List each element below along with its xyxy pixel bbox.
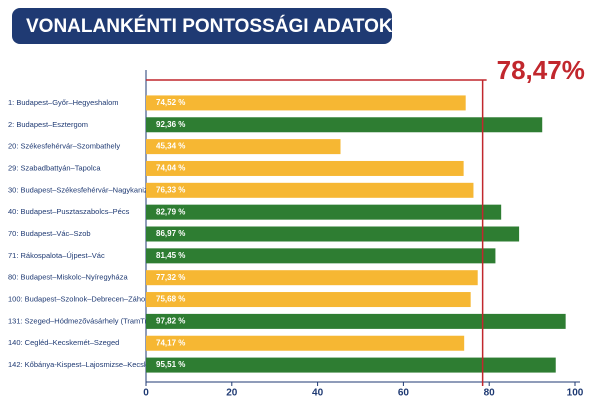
- bar: [146, 270, 478, 286]
- y-tick-label: 100: Budapest–Szolnok–Debrecen–Záhony: [8, 295, 153, 304]
- bar: [146, 160, 464, 176]
- x-tick-label: 20: [226, 388, 238, 399]
- bar: [146, 204, 502, 220]
- bar: [146, 139, 341, 155]
- y-tick-label: 80: Budapest–Miskolc–Nyíregyháza: [8, 273, 128, 282]
- data-label: 75,68 %: [156, 295, 185, 304]
- title-box: [12, 8, 392, 44]
- data-label: 97,82 %: [156, 316, 185, 325]
- x-tick-label: 80: [484, 388, 496, 399]
- y-tick-label: 140: Cegléd–Kecskemét–Szeged: [8, 338, 119, 347]
- data-label: 74,04 %: [156, 164, 185, 173]
- y-tick-label: 2: Budapest–Esztergom: [8, 120, 88, 129]
- data-label: 74,52 %: [156, 98, 185, 107]
- y-tick-label: 1: Budapest–Győr–Hegyeshalom: [8, 98, 118, 107]
- reference-label: 78,47%: [497, 55, 585, 85]
- bar: [146, 117, 543, 133]
- data-label: 76,33 %: [156, 185, 185, 194]
- data-label: 95,51 %: [156, 360, 185, 369]
- x-tick-label: 60: [398, 388, 410, 399]
- data-label: 82,79 %: [156, 207, 185, 216]
- y-tick-label: 20: Székesfehérvár–Szombathely: [8, 142, 120, 151]
- data-label: 81,45 %: [156, 251, 185, 260]
- data-label: 74,17 %: [156, 338, 185, 347]
- y-tick-label: 131: Szeged–Hódmezővásárhely (TramTrain): [8, 316, 160, 325]
- y-tick-label: 30: Budapest–Székesfehérvár–Nagykanizsa: [8, 185, 156, 194]
- bar: [146, 357, 556, 373]
- bar: [146, 313, 566, 329]
- bar: [146, 95, 466, 111]
- data-label: 92,36 %: [156, 120, 185, 129]
- x-tick-label: 100: [567, 388, 584, 399]
- y-tick-label: 70: Budapest–Vác–Szob: [8, 229, 91, 238]
- y-tick-label: 29: Szabadbattyán–Tapolca: [8, 163, 101, 172]
- bar: [146, 226, 520, 242]
- y-tick-label: 71: Rákospalota–Újpest–Vác: [8, 251, 105, 260]
- data-label: 86,97 %: [156, 229, 185, 238]
- bar: [146, 292, 471, 308]
- data-label: 77,32 %: [156, 273, 185, 282]
- y-tick-label: 142: Kőbánya-Kispest–Lajosmizse–Kecskemé…: [8, 360, 165, 369]
- y-tick-label: 40: Budapest–Pusztaszabolcs–Pécs: [8, 207, 130, 216]
- bar: [146, 335, 465, 351]
- data-label: 45,34 %: [156, 142, 185, 151]
- chart-title: VONALANKÉNTI PONTOSSÁGI ADATOK: [26, 15, 393, 37]
- x-tick-label: 40: [312, 388, 324, 399]
- x-tick-label: 0: [143, 388, 149, 399]
- bar: [146, 182, 474, 198]
- bar: [146, 248, 496, 264]
